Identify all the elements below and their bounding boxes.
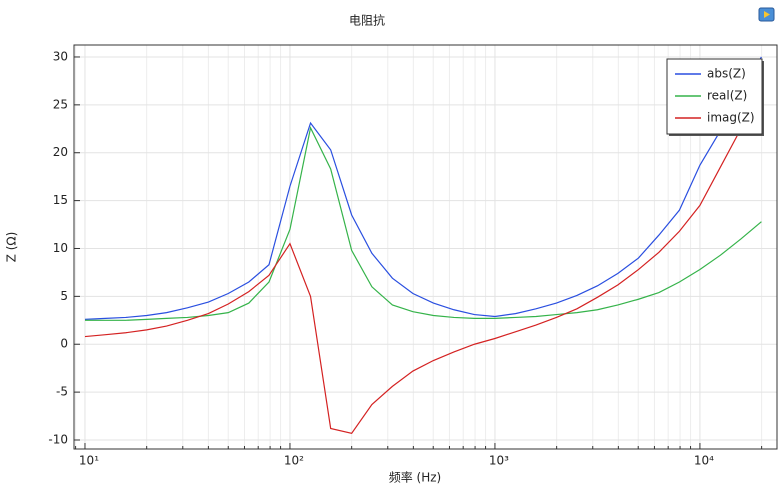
plot-frame	[73, 44, 778, 450]
plot-area: 10¹ 10² 10³ 10⁴ -10 -5 0 5 10 15 20 25 30	[48, 45, 777, 468]
x-axis-label: 频率 (Hz)	[389, 470, 442, 485]
toolbar-icon[interactable]	[758, 7, 775, 22]
series-line	[84, 56, 762, 320]
series-line	[84, 85, 762, 434]
legend-label: abs(Z)	[707, 67, 746, 81]
y-tick-label: 30	[53, 49, 68, 63]
legend-label: imag(Z)	[707, 111, 755, 125]
x-tick-label: 10⁴	[694, 454, 714, 468]
y-tick-label: 20	[53, 145, 68, 159]
icon-play[interactable]	[764, 11, 770, 18]
y-axis-label: Z (Ω)	[5, 232, 19, 263]
y-tick-label: -10	[48, 432, 68, 446]
y-tick-label: -5	[56, 385, 68, 399]
y-tick-label: 5	[60, 289, 68, 303]
y-tick-label: 10	[53, 241, 68, 255]
legend: abs(Z) real(Z) imag(Z)	[666, 58, 764, 136]
x-tick-label: 10²	[284, 454, 304, 468]
y-tick-label: 0	[60, 337, 68, 351]
chart-title: 电阻抗	[349, 13, 385, 28]
y-tick-label: 25	[53, 97, 68, 111]
y-tick-label: 15	[53, 193, 68, 207]
legend-label: real(Z)	[707, 89, 747, 103]
x-tick-label: 10¹	[79, 454, 99, 468]
x-tick-label: 10³	[489, 454, 509, 468]
